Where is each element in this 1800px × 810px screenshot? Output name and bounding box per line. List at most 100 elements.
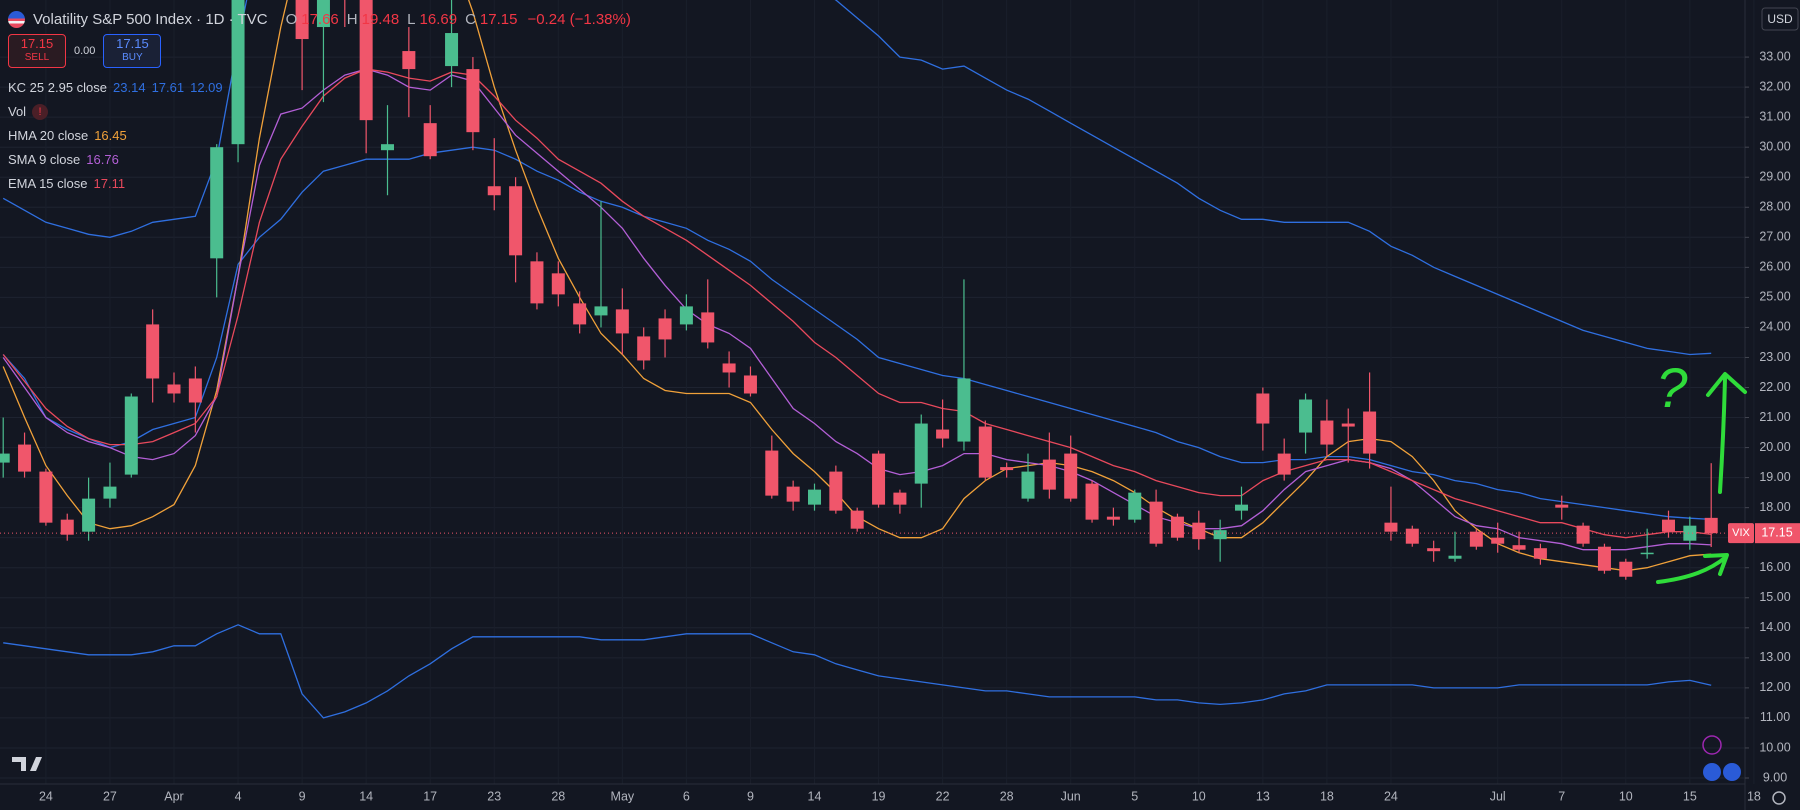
candle-body xyxy=(1533,548,1547,559)
candle-body xyxy=(829,471,843,511)
candle-body xyxy=(1021,471,1035,499)
indicator-line xyxy=(2,0,1712,356)
header: Volatility S&P 500 Index · 1D · TVC O 17.… xyxy=(8,8,631,30)
candle-body xyxy=(231,0,245,145)
y-tick-label: 12.00 xyxy=(1759,680,1790,694)
candle-body xyxy=(1662,519,1675,532)
candle-body xyxy=(295,0,309,40)
ohlc-key: H xyxy=(346,10,358,28)
y-tick-label: 30.00 xyxy=(1759,139,1790,153)
candle-body xyxy=(893,492,907,505)
candle-body xyxy=(872,453,886,505)
candle-body xyxy=(1640,552,1654,555)
candle-body xyxy=(381,144,394,151)
candle-body xyxy=(487,186,501,196)
y-tick-label: 31.00 xyxy=(1759,109,1790,123)
grid xyxy=(0,56,1745,779)
currency-box[interactable] xyxy=(1761,7,1799,31)
legend-row: SMA 9 close 16.76 xyxy=(8,148,223,172)
logo[interactable] xyxy=(12,757,42,771)
candle-body xyxy=(1085,483,1099,520)
spread: 0.00 xyxy=(74,45,96,57)
candle-body xyxy=(18,444,32,472)
ohlc-key: O xyxy=(285,10,298,28)
candle-body xyxy=(936,429,950,439)
ohlc-low: 16.69 xyxy=(419,10,458,28)
legend-name: SMA 9 close xyxy=(8,152,81,167)
x-tick-label: 7 xyxy=(1558,789,1565,803)
x-tick-label: 14 xyxy=(359,789,373,803)
y-tick-label: 21.00 xyxy=(1759,410,1790,424)
sell-button[interactable]: 17.15 SELL xyxy=(8,34,66,68)
indicator-line xyxy=(2,68,1712,539)
y-tick-label: 10.00 xyxy=(1759,740,1790,754)
alert-icon[interactable] xyxy=(1702,735,1722,755)
candle-body xyxy=(1042,459,1056,490)
candle-body xyxy=(573,303,587,325)
legend-name: Vol xyxy=(8,104,27,119)
symbol-title: Volatility S&P 500 Index · 1D · TVC xyxy=(33,10,268,28)
price-tag-label: 17.15 xyxy=(1761,525,1792,539)
candle-body xyxy=(551,273,565,295)
candle-body xyxy=(39,471,53,523)
legend-value: 17.11 xyxy=(93,176,126,191)
candle-body xyxy=(60,519,74,535)
y-tick-label: 28.00 xyxy=(1759,200,1790,214)
candle-body xyxy=(957,378,971,442)
x-tick-label: 22 xyxy=(936,789,950,803)
y-tick-label: 14.00 xyxy=(1759,620,1790,634)
candle-body xyxy=(978,426,992,478)
candle-body xyxy=(103,486,117,499)
y-tick-label: 15.00 xyxy=(1759,590,1790,604)
symbol-tag-label: VIX xyxy=(1732,527,1750,539)
currency: USD xyxy=(1767,12,1793,26)
legend-row: Vol! xyxy=(8,100,223,124)
candle-body xyxy=(1320,420,1334,445)
candle-body xyxy=(679,306,693,325)
y-tick-label: 29.00 xyxy=(1759,170,1790,184)
candle-body xyxy=(509,186,523,256)
candle-body xyxy=(914,423,928,484)
x-tick-label: 13 xyxy=(1256,789,1270,803)
candle-body xyxy=(722,363,736,373)
candle-body xyxy=(316,0,330,28)
candle-body xyxy=(1064,453,1078,499)
x-tick-label: 14 xyxy=(808,789,822,803)
candle-body xyxy=(1555,504,1569,508)
buy-label: BUY xyxy=(122,52,143,63)
candle-body xyxy=(1106,516,1120,520)
x-tick-label: Apr xyxy=(164,789,183,803)
candle-body xyxy=(1597,546,1611,571)
y-tick-label: 11.00 xyxy=(1760,710,1790,724)
legend-name: HMA 20 close xyxy=(8,128,89,143)
candle-body xyxy=(359,0,373,121)
x-tick-label: 6 xyxy=(683,789,690,803)
y-tick-label: 26.00 xyxy=(1759,260,1790,274)
y-tick-label: 16.00 xyxy=(1759,560,1790,574)
candle-body xyxy=(1363,411,1377,454)
indicator-line xyxy=(2,146,1712,521)
candle-body xyxy=(1448,555,1462,559)
legend-value: 16.76 xyxy=(86,152,119,167)
ohlc-key: C xyxy=(465,10,476,28)
candle-body xyxy=(210,147,224,259)
y-tick-label: 22.00 xyxy=(1759,380,1790,394)
x-tick-label: 4 xyxy=(235,789,242,803)
legend-row: KC 25 2.95 close 23.14 17.61 12.09 xyxy=(8,76,223,100)
arrow-up xyxy=(1718,376,1727,494)
settings-icon[interactable] xyxy=(1772,791,1786,805)
y-tick-label: 13.00 xyxy=(1759,650,1790,664)
candle-body xyxy=(1299,399,1313,433)
candle-body xyxy=(167,384,181,394)
candle-body xyxy=(1000,467,1014,471)
candle-body xyxy=(423,123,437,157)
x-tick-label: 27 xyxy=(103,789,117,803)
x-tick-label: 9 xyxy=(299,789,306,803)
legend-value: 23.14 xyxy=(113,80,146,95)
candle-body xyxy=(1341,423,1355,427)
buy-button[interactable]: 17.15 BUY xyxy=(103,34,162,68)
ohlc-high: 19.48 xyxy=(361,10,400,28)
